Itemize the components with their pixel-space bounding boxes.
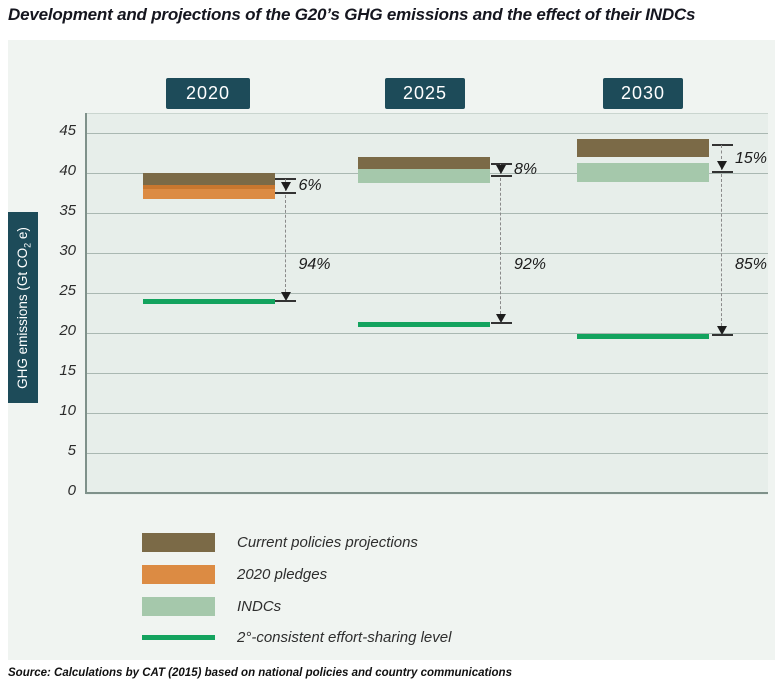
y-tick-label-40: 40 [59,162,76,179]
down-arrow-icon [717,326,727,336]
two-degree-level-line [358,321,490,327]
gridline-25 [86,292,768,294]
marker-line [721,145,723,171]
y-tick-label-25: 25 [59,282,76,299]
bar-indcs [577,162,709,182]
y-axis-label-subscript: 2 [22,242,33,248]
gridline-15 [86,372,768,374]
down-arrow-icon [717,161,727,171]
bar-current_policies [143,173,275,185]
gridline-45 [86,132,768,134]
bar-pledges_overlap [143,185,275,189]
reduction-label-8%: 8% [514,161,538,179]
two-degree-level-line [577,333,709,339]
marker-dashed-line [284,195,286,292]
down-arrow-icon [496,165,506,175]
gridline-35 [86,212,768,214]
y-axis-label-prefix: GHG emissions (Gt CO [15,247,30,389]
bar-pledges [143,189,275,199]
down-arrow-icon [280,182,291,192]
y-axis-label-box: GHG emissions (Gt CO2 e) [8,212,38,403]
reduction-label-94%: 94% [298,256,331,273]
bar-current_policies [577,139,709,157]
y-tick-label-15: 15 [59,362,76,379]
year-label-2020: 2020 [166,78,250,109]
y-tick-label-20: 20 [59,322,76,339]
legend-label: 2°-consistent effort-sharing level [237,628,452,646]
y-tick-label-30: 30 [59,242,76,259]
marker-dashed-line [500,178,502,315]
marker-dashed-line [721,174,723,327]
marker-cap [275,192,296,195]
reduction-label-92%: 92% [514,256,547,273]
two-degree-level-line [143,299,275,305]
legend-swatch-indcs [142,597,215,616]
y-tick-label-5: 5 [67,442,76,459]
marker-cap [490,175,512,178]
gridline-10 [86,412,768,414]
down-arrow-icon [496,314,506,324]
legend-label: 2020 pledges [237,566,328,583]
marker-cap [275,299,296,302]
legend-label: INDCs [237,598,282,615]
y-tick-label-0: 0 [67,482,76,499]
gridline-5 [86,452,768,454]
y-tick-label-35: 35 [59,202,76,219]
reduction-label-85%: 85% [735,256,768,273]
y-tick-label-10: 10 [59,402,76,419]
marker-cap [711,171,733,174]
marker-cap [711,334,733,337]
source-note: Source: Calculations by CAT (2015) based… [8,667,512,679]
legend-line-two_degree_level [142,634,215,640]
y-tick-label-45: 45 [59,122,76,139]
reduction-label-6%: 6% [298,177,322,194]
legend-label: Current policies projections [237,534,418,551]
chart-title: Development and projections of the G20’s… [8,5,696,24]
x-axis-line [85,492,768,494]
gridline-20 [86,332,768,334]
legend-swatch-current_policies [142,533,215,552]
bar-indcs [358,169,490,183]
gridline-30 [86,252,768,254]
year-label-2030: 2030 [603,78,683,109]
y-axis-line [85,113,87,494]
bar-current_policies [358,157,490,169]
y-axis-label-suffix: e) [15,226,30,243]
year-label-2025: 2025 [385,78,465,109]
reduction-label-15%: 15% [735,149,768,167]
down-arrow-icon [280,291,291,301]
y-axis-label: GHG emissions (Gt CO2 e) [8,212,38,403]
legend-swatch-pledges [142,565,215,584]
marker-cap [490,322,512,325]
